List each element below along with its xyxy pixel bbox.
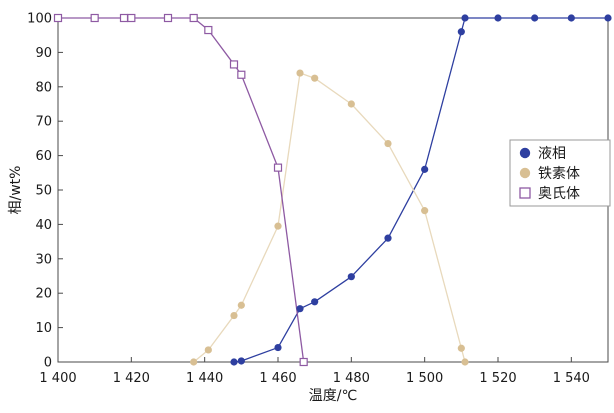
series-0-point <box>311 298 319 306</box>
series-1-point <box>274 222 282 230</box>
x-tick-label: 1 520 <box>479 371 516 386</box>
legend-label-2: 奥氏体 <box>538 185 580 202</box>
series-1-point <box>296 69 304 77</box>
series-1-point <box>457 344 465 352</box>
series-1-point <box>347 100 355 108</box>
series-layer <box>53 13 612 367</box>
series-1-point <box>230 311 238 320</box>
y-tick-label: 20 <box>35 287 52 302</box>
series-0-point <box>457 28 465 36</box>
y-tick-label: 50 <box>35 184 52 199</box>
y-tick-label: 10 <box>35 321 52 336</box>
series-0-point <box>421 165 429 173</box>
series-2-point <box>189 13 198 23</box>
series-line-0 <box>233 17 608 363</box>
series-0-point <box>296 305 304 313</box>
series-2-point <box>53 13 63 23</box>
legend-label-0: 液相 <box>538 146 566 162</box>
series-0-point <box>604 14 612 22</box>
series-2-point <box>237 70 246 79</box>
series-0-point <box>567 14 575 22</box>
series-1-point <box>461 358 469 366</box>
series-2-point <box>127 13 136 23</box>
legend-marker-2 <box>519 187 531 199</box>
y-tick-label: 70 <box>35 115 52 130</box>
series-1-point <box>190 358 198 366</box>
x-axis-title: 温度/℃ <box>309 388 357 404</box>
series-0-point <box>347 273 355 281</box>
series-1-point <box>421 207 429 215</box>
series-line-2 <box>58 17 305 363</box>
series-2-point <box>119 13 129 23</box>
series-2-point <box>299 357 308 367</box>
series-0-point <box>461 14 469 22</box>
y-tick-label: 30 <box>35 252 52 267</box>
series-2-point <box>163 13 173 23</box>
series-1-point <box>204 346 212 354</box>
x-tick-label: 1 480 <box>333 371 370 386</box>
series-0-point <box>384 234 392 242</box>
x-tick-label: 1 540 <box>553 371 590 386</box>
y-tick-label: 80 <box>35 80 52 95</box>
series-0-point <box>230 358 238 366</box>
x-tick-label: 1 440 <box>186 371 223 386</box>
y-tick-label: 40 <box>35 218 52 233</box>
series-2-point <box>90 13 99 23</box>
series-2-point <box>229 60 239 69</box>
series-0-point <box>237 357 245 365</box>
axes-layer: 0 10 20 30 40 50 60 70 80 90 100 1 400 1 420 1 440 1 4… <box>8 12 609 404</box>
series-2-point <box>273 163 283 172</box>
legend-label-1: 铁素体 <box>538 166 580 182</box>
x-tick-label: 1 500 <box>406 371 443 386</box>
y-tick-label: 60 <box>35 149 52 164</box>
series-0-point <box>274 343 282 352</box>
y-axis-title: 相/wt% <box>8 166 24 215</box>
series-1-point <box>311 74 319 82</box>
y-tick-label: 90 <box>35 46 52 61</box>
x-tick-label: 1 420 <box>113 371 150 386</box>
series-line-1 <box>193 72 466 363</box>
series-1-point <box>384 139 392 148</box>
x-tick-label: 1 460 <box>259 371 296 386</box>
legend-marker-0 <box>519 147 531 159</box>
legend-marker-1 <box>519 167 531 179</box>
series-2-point <box>204 25 213 35</box>
y-tick-label: 0 <box>44 356 52 371</box>
series-0-point <box>494 14 502 22</box>
x-tick-label: 1 400 <box>39 371 76 386</box>
series-1-point <box>237 301 245 309</box>
series-0-point <box>531 14 539 22</box>
y-tick-label: 100 <box>27 12 52 27</box>
